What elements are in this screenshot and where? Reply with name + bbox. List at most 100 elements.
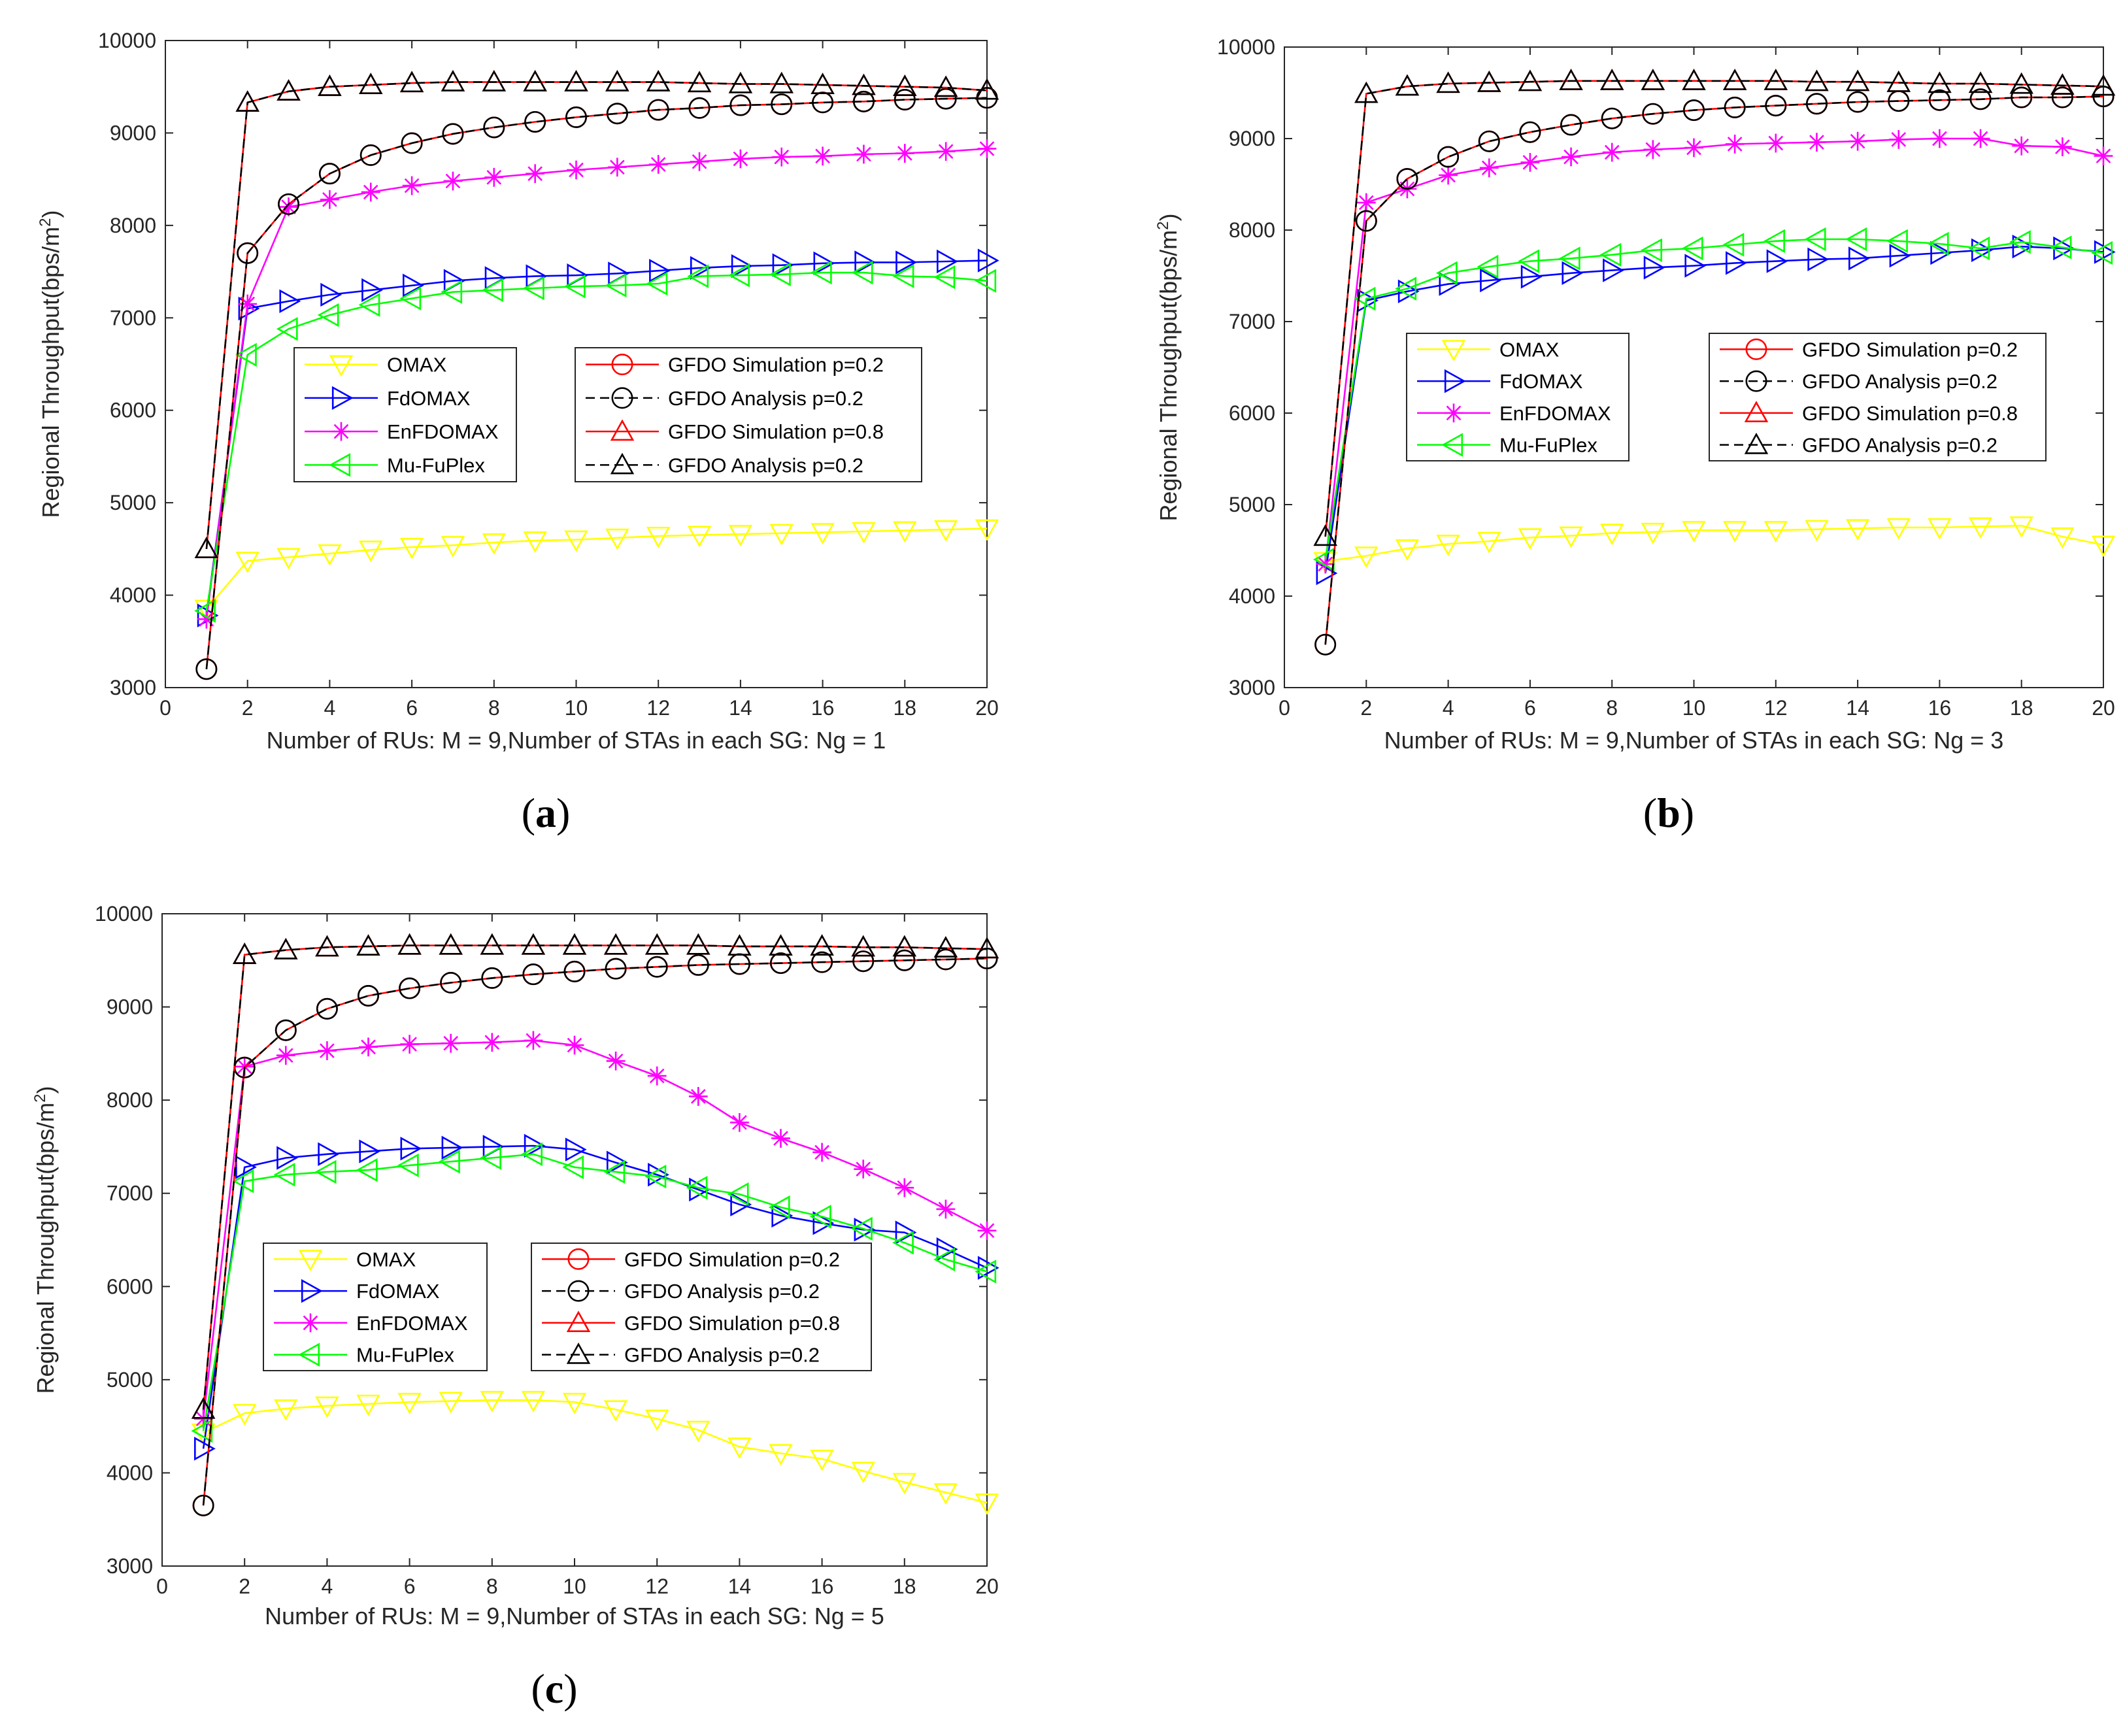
data-point xyxy=(564,69,588,92)
x-tick-label: 12 xyxy=(646,696,670,720)
legend-left: OMAX FdOMAX EnFDOMAX Mu-FuPlex xyxy=(293,347,517,482)
data-point xyxy=(1847,91,1869,113)
x-tick-label: 4 xyxy=(322,1575,333,1598)
data-point xyxy=(522,276,544,301)
legend-label: GFDO Simulation p=0.8 xyxy=(668,420,884,443)
data-point xyxy=(1439,165,1458,185)
legend-marker xyxy=(1441,433,1463,457)
series-line xyxy=(205,271,988,611)
series-fdomax xyxy=(197,248,999,627)
x-tick-label: 20 xyxy=(975,696,999,720)
legend-box xyxy=(531,1243,872,1371)
data-point xyxy=(687,264,709,288)
data-point xyxy=(562,933,587,955)
legend-label: GFDO Analysis p=0.2 xyxy=(668,454,863,476)
data-point xyxy=(1602,142,1622,162)
data-point xyxy=(937,249,958,274)
y-tick-label: 9000 xyxy=(107,995,153,1019)
x-tick-label: 10 xyxy=(1682,696,1706,720)
data-point xyxy=(565,106,587,128)
data-point xyxy=(358,293,380,317)
data-point xyxy=(729,94,752,116)
data-point xyxy=(526,164,545,184)
x-tick-label: 8 xyxy=(486,1575,498,1598)
x-tick-label: 8 xyxy=(1606,696,1618,720)
data-point xyxy=(480,1146,501,1170)
series-line xyxy=(1324,95,2104,645)
data-point xyxy=(1519,121,1541,143)
series-mu-fuplex xyxy=(191,1142,997,1443)
x-axis-label: Number of RUs: M = 9,Number of STAs in e… xyxy=(1384,727,2004,754)
data-point xyxy=(1722,69,1747,90)
data-point xyxy=(854,250,877,275)
data-point xyxy=(1354,546,1379,569)
y-tick-label: 7000 xyxy=(107,1182,153,1205)
data-point xyxy=(730,1112,749,1132)
data-point xyxy=(1562,261,1584,286)
data-point xyxy=(687,526,712,548)
data-point xyxy=(523,69,547,92)
data-point xyxy=(359,541,383,562)
data-point xyxy=(191,1397,216,1419)
data-point xyxy=(1889,130,1909,149)
y-tick-label: 10000 xyxy=(98,29,156,52)
data-point xyxy=(852,522,876,544)
data-point xyxy=(606,1150,628,1175)
data-point xyxy=(275,1019,297,1041)
y-tick-label: 8000 xyxy=(107,1088,153,1112)
data-point xyxy=(1642,103,1664,125)
data-point xyxy=(1682,521,1706,542)
data-point xyxy=(1886,229,1908,254)
data-point xyxy=(809,1205,831,1229)
legend-box xyxy=(293,347,517,482)
data-point xyxy=(238,294,258,314)
data-point xyxy=(1764,69,1788,90)
data-point xyxy=(1971,129,1990,148)
data-point xyxy=(977,1256,999,1280)
data-point xyxy=(730,1192,752,1217)
data-point xyxy=(1804,227,1826,252)
data-point xyxy=(933,1247,955,1272)
data-point xyxy=(686,1175,708,1200)
data-point xyxy=(356,1158,378,1182)
data-point xyxy=(441,280,463,304)
series-omax xyxy=(194,519,999,622)
data-point xyxy=(2009,72,2033,94)
data-point xyxy=(521,933,546,955)
data-point xyxy=(481,967,503,989)
data-point xyxy=(1641,238,1662,263)
data-point xyxy=(731,149,750,169)
data-point xyxy=(1436,71,1460,93)
x-tick-label: 4 xyxy=(1443,696,1454,720)
data-point xyxy=(770,952,792,975)
data-point xyxy=(1845,69,1870,92)
y-tick-label: 9000 xyxy=(1229,127,1275,150)
y-tick-label: 8000 xyxy=(1229,218,1275,242)
legend-right: GFDO Simulation p=0.2 GFDO Analysis p=0.2… xyxy=(531,1243,872,1371)
data-point xyxy=(317,303,339,327)
series-line xyxy=(202,944,988,1410)
x-tick-label: 18 xyxy=(893,1575,916,1598)
data-point xyxy=(443,171,463,191)
data-point xyxy=(686,933,710,955)
data-point xyxy=(1558,246,1580,271)
data-point xyxy=(357,984,379,1007)
data-point xyxy=(1314,633,1337,656)
legend-marker xyxy=(1744,401,1769,422)
y-tick-label: 5000 xyxy=(1229,493,1275,516)
data-point xyxy=(933,520,958,542)
data-point xyxy=(356,1394,380,1416)
data-point xyxy=(316,997,338,1020)
data-point xyxy=(2009,229,2031,254)
data-point xyxy=(400,1137,422,1161)
data-point xyxy=(1643,256,1665,280)
x-tick-label: 16 xyxy=(811,696,835,720)
legend-label: Mu-FuPlex xyxy=(387,454,485,476)
data-point xyxy=(811,73,835,94)
data-point xyxy=(276,1146,298,1170)
y-tick-label: 4000 xyxy=(1229,584,1275,608)
data-point xyxy=(728,71,753,93)
data-point xyxy=(1886,70,1911,92)
chart-panel-b: 0 2 4 6 8 10 12 14 16 18 20 3000 4000 5000 6000 7000 800… xyxy=(1154,35,2116,836)
data-point xyxy=(1681,236,1703,261)
